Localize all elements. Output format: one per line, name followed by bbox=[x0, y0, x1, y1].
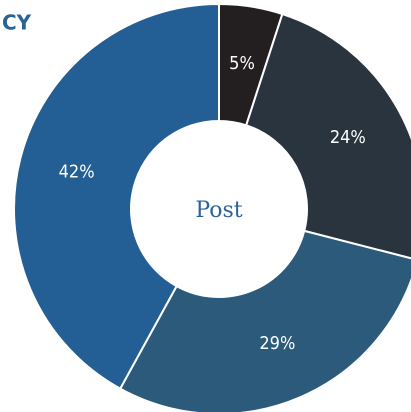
chart-title: CY bbox=[2, 11, 32, 35]
donut-slice bbox=[244, 12, 411, 260]
slice-label: 5% bbox=[229, 53, 255, 74]
donut-slice bbox=[13, 2, 220, 391]
slice-label: 42% bbox=[59, 161, 95, 182]
slice-label: 24% bbox=[330, 127, 366, 148]
center-label: Post bbox=[195, 198, 242, 223]
slice-label: 29% bbox=[259, 333, 295, 354]
donut-slice bbox=[118, 229, 411, 412]
